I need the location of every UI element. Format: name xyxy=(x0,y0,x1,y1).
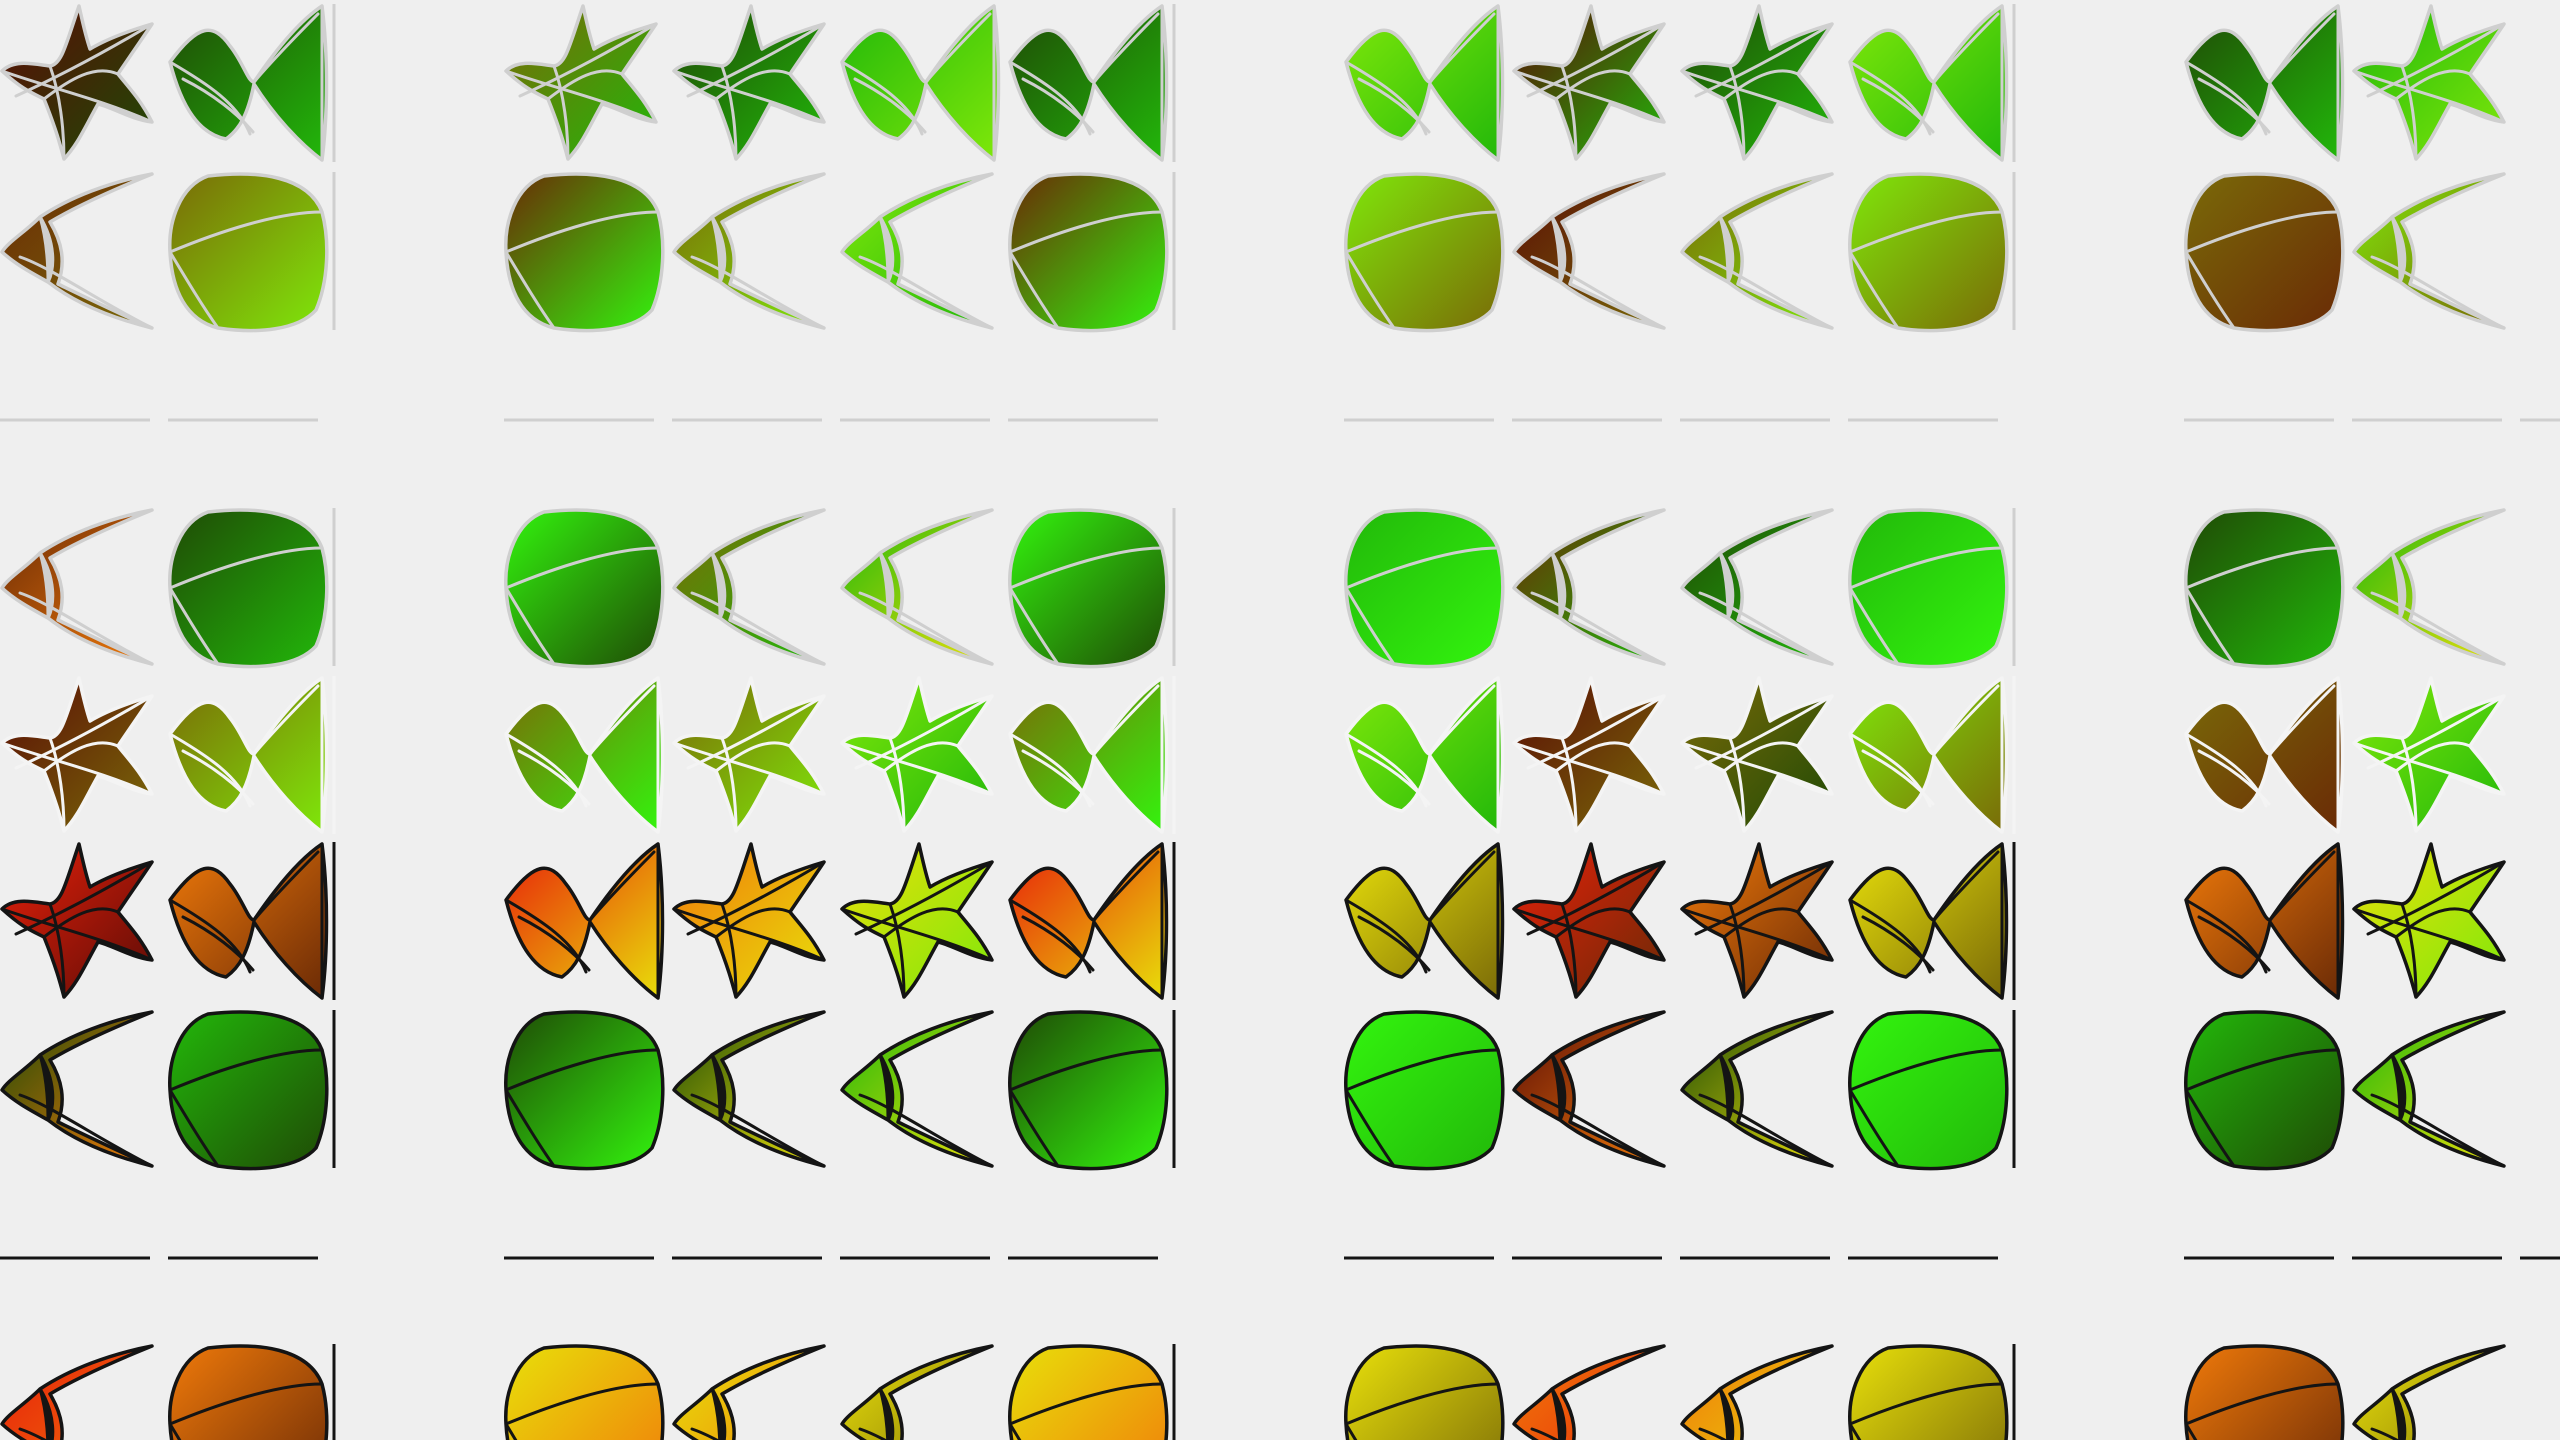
bowtie-icon xyxy=(2184,842,2345,1000)
star-icon xyxy=(0,676,154,833)
bowtie-icon xyxy=(2184,676,2345,834)
star-icon xyxy=(2352,676,2506,833)
chevron-icon xyxy=(1680,172,1834,330)
rounded-square-icon xyxy=(168,1010,329,1171)
rounded-square-icon xyxy=(1848,508,2009,669)
rounded-square-icon xyxy=(1848,172,2009,333)
rounded-square-icon xyxy=(1344,508,1505,669)
rounded-square-icon xyxy=(504,172,665,333)
band-5 xyxy=(0,1344,2506,1440)
rounded-square-icon xyxy=(1848,1344,2009,1440)
star-icon xyxy=(1512,676,1666,833)
chevron-icon xyxy=(672,1344,826,1440)
bowtie-icon xyxy=(1008,4,1169,162)
chevron-icon xyxy=(672,508,826,666)
rounded-square-icon xyxy=(2184,1344,2345,1440)
chevron-icon xyxy=(2352,1344,2506,1440)
bowtie-icon xyxy=(1344,676,1505,834)
rounded-square-icon xyxy=(168,508,329,669)
star-icon xyxy=(2352,842,2506,999)
bowtie-icon xyxy=(504,676,665,834)
star-icon xyxy=(1680,4,1834,161)
rounded-square-icon xyxy=(2184,172,2345,333)
star-icon xyxy=(2352,4,2506,161)
chevron-icon xyxy=(1512,1344,1666,1440)
bowtie-icon xyxy=(1344,4,1505,162)
star-icon xyxy=(840,676,994,833)
chevron-icon xyxy=(1512,172,1666,330)
bowtie-icon xyxy=(504,842,665,1000)
chevron-icon xyxy=(672,1010,826,1168)
rounded-square-icon xyxy=(168,172,329,333)
rounded-square-icon xyxy=(1344,1010,1505,1171)
star-icon xyxy=(0,842,154,999)
band-1 xyxy=(0,4,2560,422)
band-2 xyxy=(0,508,2506,669)
chevron-icon xyxy=(840,508,994,666)
rounded-square-icon xyxy=(1008,508,1169,669)
star-icon xyxy=(1680,842,1834,999)
rounded-square-icon xyxy=(168,1344,329,1440)
chevron-icon xyxy=(1680,508,1834,666)
bowtie-icon xyxy=(168,4,329,162)
bowtie-icon xyxy=(1848,676,2009,834)
star-icon xyxy=(840,842,994,999)
star-icon xyxy=(672,676,826,833)
chevron-icon xyxy=(840,1344,994,1440)
rounded-square-icon xyxy=(1008,1344,1169,1440)
chevron-icon xyxy=(0,172,154,330)
bowtie-icon xyxy=(168,676,329,834)
rounded-square-icon xyxy=(504,1344,665,1440)
bowtie-icon xyxy=(840,4,1001,162)
chevron-icon xyxy=(1512,508,1666,666)
rounded-square-icon xyxy=(2184,1010,2345,1171)
chevron-icon xyxy=(0,508,154,666)
rounded-square-icon xyxy=(1344,172,1505,333)
chevron-icon xyxy=(1512,1010,1666,1168)
rounded-square-icon xyxy=(1848,1010,2009,1171)
rounded-square-icon xyxy=(1008,1010,1169,1171)
bowtie-icon xyxy=(168,842,329,1000)
chevron-icon xyxy=(672,172,826,330)
rounded-square-icon xyxy=(1008,172,1169,333)
star-icon xyxy=(504,4,658,161)
chevron-icon xyxy=(840,172,994,330)
star-icon xyxy=(0,4,154,161)
bowtie-icon xyxy=(1848,4,2009,162)
rounded-square-icon xyxy=(2184,508,2345,669)
star-icon xyxy=(672,4,826,161)
chevron-icon xyxy=(0,1010,154,1168)
bowtie-icon xyxy=(1344,842,1505,1000)
bowtie-icon xyxy=(1008,676,1169,834)
chevron-icon xyxy=(2352,508,2506,666)
chevron-icon xyxy=(0,1344,154,1440)
bowtie-icon xyxy=(1848,842,2009,1000)
star-icon xyxy=(1512,4,1666,161)
band-4 xyxy=(0,842,2560,1260)
rounded-square-icon xyxy=(504,1010,665,1171)
chevron-icon xyxy=(2352,1010,2506,1168)
chevron-icon xyxy=(1680,1010,1834,1168)
bowtie-icon xyxy=(1008,842,1169,1000)
bowtie-icon xyxy=(2184,4,2345,162)
chevron-icon xyxy=(840,1010,994,1168)
band-3 xyxy=(0,676,2506,834)
pattern-grid xyxy=(0,4,2560,1440)
chevron-icon xyxy=(2352,172,2506,330)
star-icon xyxy=(1680,676,1834,833)
chevron-icon xyxy=(1680,1344,1834,1440)
rounded-square-icon xyxy=(1344,1344,1505,1440)
rounded-square-icon xyxy=(504,508,665,669)
star-icon xyxy=(1512,842,1666,999)
star-icon xyxy=(672,842,826,999)
